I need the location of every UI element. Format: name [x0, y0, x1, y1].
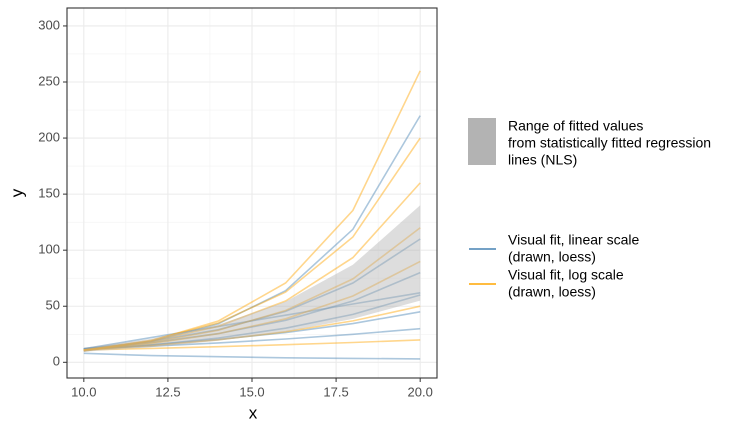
x-tick-label: 10.0	[71, 384, 96, 399]
x-tick-label: 20.0	[408, 384, 433, 399]
y-tick-label: 0	[53, 354, 60, 369]
fit-line	[83, 294, 421, 351]
fit-line	[83, 271, 421, 350]
fit-line	[83, 327, 421, 350]
fit-line	[83, 137, 421, 351]
legend-key	[468, 118, 496, 165]
x-tick-label: 12.5	[155, 384, 180, 399]
y-tick-label: 300	[38, 17, 60, 32]
fit-line	[83, 311, 421, 350]
legend-label: Visual fit, linear scale	[508, 232, 639, 248]
y-tick-label: 150	[38, 186, 60, 201]
y-tick-label: 200	[38, 129, 60, 144]
fit-line	[83, 182, 421, 351]
fit-line	[83, 227, 421, 351]
y-tick-label: 50	[46, 298, 60, 313]
legend-label: from statistically fitted regression	[508, 135, 711, 151]
legend-label: Range of fitted values	[508, 118, 643, 134]
fit-line	[83, 305, 421, 351]
plot-border	[66, 7, 438, 379]
y-axis-label: y	[7, 188, 26, 197]
legend-label: (drawn, loess)	[508, 284, 596, 300]
fit-line	[83, 238, 421, 350]
x-tick-label: 17.5	[323, 384, 348, 399]
fit-line	[83, 352, 421, 360]
fit-line	[83, 115, 421, 352]
legend-label: Visual fit, log scale	[508, 267, 624, 283]
x-tick-label: 15.0	[239, 384, 264, 399]
y-tick-label: 100	[38, 242, 60, 257]
fit-line	[83, 70, 421, 352]
x-axis-label: x	[249, 403, 258, 422]
y-tick-label: 250	[38, 73, 60, 88]
legend-label: (drawn, loess)	[508, 249, 596, 265]
legend-label: lines (NLS)	[508, 152, 577, 168]
fit-line	[83, 292, 421, 350]
nls-range	[83, 205, 421, 352]
fit-line	[83, 339, 421, 351]
fit-line	[83, 260, 421, 351]
